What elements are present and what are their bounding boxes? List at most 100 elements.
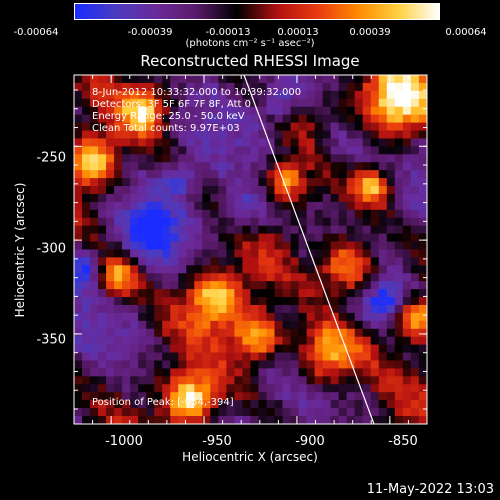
heatmap-cell — [354, 408, 364, 417]
heatmap-cell — [178, 352, 187, 362]
heatmap-cell — [218, 344, 227, 354]
heatmap-cell — [378, 336, 388, 346]
heatmap-cell — [306, 297, 316, 306]
heatmap-cell — [98, 352, 107, 362]
heatmap-cell — [418, 352, 427, 362]
heatmap-cell — [266, 257, 276, 266]
heatmap-cell — [402, 352, 412, 362]
heatmap-cell — [130, 257, 139, 266]
heatmap-cell — [130, 138, 139, 147]
heatmap-cell — [290, 289, 300, 298]
heatmap-cell — [170, 320, 179, 330]
heatmap-cell — [266, 400, 276, 409]
heatmap-cell — [394, 297, 404, 306]
heatmap-cell — [122, 225, 131, 235]
heatmap-cell — [186, 352, 195, 362]
heatmap-cell — [402, 162, 412, 171]
heatmap-cell — [250, 368, 260, 377]
heatmap-cell — [146, 281, 155, 290]
heatmap-cell — [234, 312, 244, 322]
heatmap-cell — [338, 312, 348, 322]
heatmap-cell — [138, 225, 147, 235]
heatmap-cell — [106, 304, 115, 314]
heatmap-cell — [194, 178, 203, 187]
heatmap-cell — [314, 178, 324, 187]
heatmap-cell — [410, 154, 420, 163]
heatmap-cell — [210, 328, 219, 338]
heatmap-cell — [266, 249, 276, 258]
heatmap-cell — [298, 304, 308, 314]
heatmap-cell — [234, 392, 244, 401]
heatmap-cell — [154, 138, 163, 147]
heatmap-cell — [194, 320, 203, 330]
heatmap-cell — [402, 281, 412, 290]
heatmap-cell — [418, 186, 427, 195]
heatmap-cell — [402, 170, 412, 179]
heatmap-cell — [274, 146, 284, 155]
heatmap-cell — [122, 265, 131, 274]
heatmap-cell — [242, 138, 252, 147]
heatmap-cell — [330, 352, 340, 362]
heatmap-cell — [242, 344, 252, 354]
heatmap-cell — [234, 328, 244, 338]
heatmap-cell — [242, 336, 252, 346]
heatmap-cell — [290, 154, 300, 163]
heatmap-cell — [202, 336, 211, 346]
heatmap-cell — [362, 257, 372, 266]
heatmap-cell — [290, 328, 300, 338]
heatmap-cell — [322, 201, 332, 211]
heatmap-cell — [106, 408, 115, 417]
heatmap-cell — [218, 328, 227, 338]
heatmap-cell — [410, 360, 420, 370]
heatmap-cell — [202, 257, 211, 266]
heatmap-cell — [386, 336, 396, 346]
heatmap-cell — [194, 233, 203, 243]
heatmap-cell — [242, 209, 252, 219]
heatmap-cell — [162, 368, 171, 377]
heatmap-cell — [98, 186, 107, 195]
heatmap-cell — [314, 146, 324, 155]
heatmap-cell — [418, 225, 427, 235]
heatmap-cell — [330, 415, 340, 424]
heatmap-cell — [354, 265, 364, 274]
heatmap-cell — [122, 241, 131, 251]
heatmap-cell — [338, 257, 348, 266]
heatmap-cell — [274, 320, 284, 330]
heatmap-cell — [418, 114, 427, 124]
heatmap-cell — [258, 257, 268, 266]
heatmap-cell — [362, 368, 372, 377]
heatmap-cell — [218, 297, 227, 306]
heatmap-cell — [194, 162, 203, 171]
heatmap-cell — [122, 154, 131, 163]
heatmap-cell — [394, 209, 404, 219]
heatmap-cell — [298, 376, 308, 385]
heatmap-cell — [210, 336, 219, 346]
heatmap-cell — [210, 376, 219, 385]
heatmap-cell — [194, 384, 203, 393]
heatmap-cell — [346, 201, 356, 211]
heatmap-cell — [162, 376, 171, 385]
heatmap-cell — [74, 368, 83, 377]
heatmap-cell — [322, 352, 332, 362]
heatmap-cell — [378, 225, 388, 235]
heatmap-cell — [250, 209, 260, 219]
heatmap-cell — [114, 170, 123, 179]
heatmap-cell — [202, 265, 211, 274]
heatmap-cell — [362, 241, 372, 251]
heatmap-cell — [226, 297, 235, 306]
heatmap-cell — [154, 217, 163, 227]
heatmap-cell — [90, 217, 99, 227]
heatmap-cell — [82, 368, 91, 377]
heatmap-cell — [290, 265, 300, 274]
heatmap-cell — [386, 98, 396, 108]
heatmap-cell — [266, 98, 276, 108]
heatmap-cell — [386, 289, 396, 298]
heatmap-cell — [82, 384, 91, 393]
heatmap-cell — [74, 90, 83, 100]
heatmap-cell — [362, 186, 372, 195]
heatmap-cell — [386, 415, 396, 424]
heatmap-cell — [186, 154, 195, 163]
heatmap-cell — [394, 289, 404, 298]
heatmap-cell — [90, 384, 99, 393]
heatmap-cell — [402, 241, 412, 251]
